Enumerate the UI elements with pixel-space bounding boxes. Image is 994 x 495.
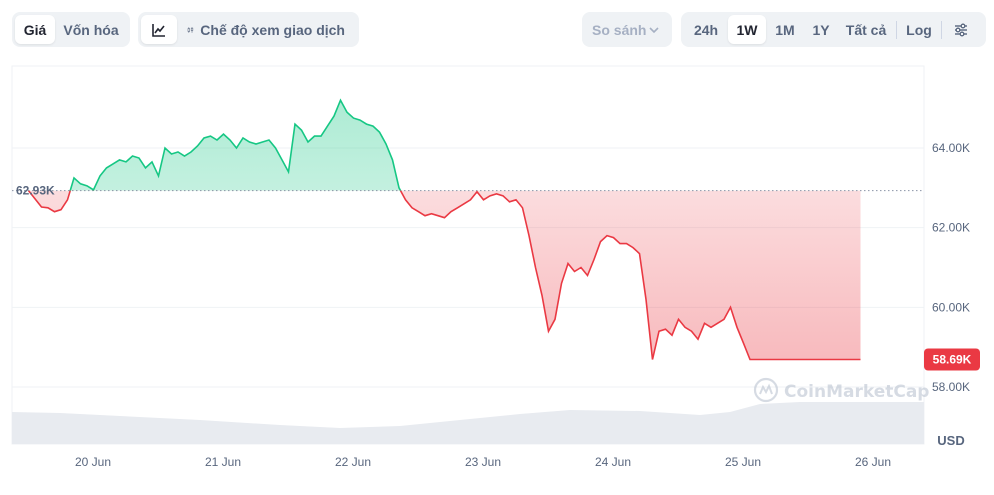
chevron-down-icon (649, 26, 659, 33)
x-tick-label: 24 Jun (595, 455, 631, 469)
unit-label: USD (937, 433, 964, 448)
watermark: CoinMarketCap (753, 377, 929, 403)
coinmarketcap-logo-icon (753, 377, 779, 403)
range-1y[interactable]: 1Y (812, 21, 830, 38)
trading-view-button[interactable]: Chế độ xem giao dịch (177, 15, 354, 44)
price-line-down (27, 190, 861, 361)
range-24h[interactable]: 24h (693, 21, 719, 38)
view-tabs: Giá Vốn hóa (12, 12, 130, 47)
price-line-up (28, 98, 478, 191)
watermark-text: CoinMarketCap (784, 382, 929, 402)
baseline-label: 62.93K (16, 184, 55, 198)
settings-divider (941, 20, 942, 39)
current-price-badge: 58.69K (924, 348, 980, 371)
tab-price[interactable]: Giá (15, 15, 55, 44)
range-divider (896, 20, 897, 39)
x-tick-label: 21 Jun (205, 455, 241, 469)
x-tick-label: 22 Jun (335, 455, 371, 469)
range-tabs: 24h 1W 1M 1Y Tất cả Log (681, 12, 986, 47)
line-chart-icon (152, 23, 165, 37)
line-chart-button[interactable] (141, 15, 177, 44)
area-above-baseline (28, 100, 861, 191)
compare-dropdown[interactable]: So sánh (582, 12, 672, 47)
tab-market-cap[interactable]: Vốn hóa (63, 21, 119, 38)
y-tick-label: 64.00K (932, 141, 970, 155)
range-1w[interactable]: 1W (728, 15, 766, 44)
candlestick-icon (187, 26, 194, 33)
volume-area (12, 402, 924, 444)
log-toggle[interactable]: Log (906, 21, 932, 38)
current-price-label: 58.69K (933, 353, 972, 367)
y-tick-label: 62.00K (932, 221, 970, 235)
x-tick-label: 20 Jun (75, 455, 111, 469)
chart-toolbar: Giá Vốn hóa Chế độ xem giao dịch So sánh… (0, 0, 994, 60)
chart-settings-button[interactable] (944, 15, 978, 44)
y-axis: 64.00K 62.00K 60.00K 58.00K (932, 141, 970, 394)
y-tick-label: 60.00K (932, 300, 970, 314)
x-tick-label: 23 Jun (465, 455, 501, 469)
range-all[interactable]: Tất cả (845, 21, 887, 38)
sliders-icon (955, 23, 967, 36)
x-tick-label: 25 Jun (725, 455, 761, 469)
area-below-baseline (28, 190, 861, 360)
x-tick-label: 26 Jun (855, 455, 891, 469)
trading-view-label: Chế độ xem giao dịch (200, 21, 345, 38)
x-axis: 20 Jun 21 Jun 22 Jun 23 Jun 24 Jun 25 Jun 26 J… (75, 455, 891, 469)
y-tick-label: 58.00K (932, 380, 970, 394)
chart-mode-group: Chế độ xem giao dịch (138, 12, 359, 47)
range-1m[interactable]: 1M (775, 21, 795, 38)
compare-label: So sánh (592, 21, 647, 38)
